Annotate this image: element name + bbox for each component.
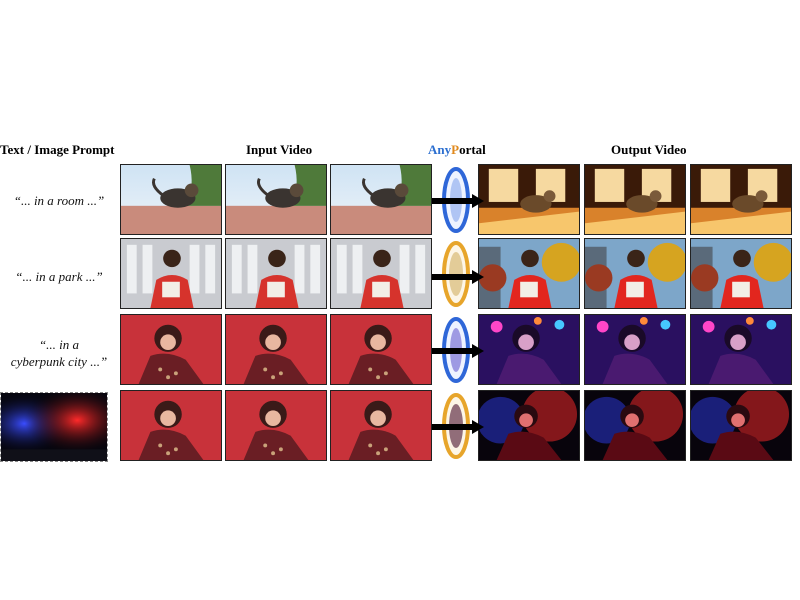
frame-woman-cyberpunk-out	[690, 314, 792, 385]
prompt-room: “... in a room ...”	[13, 193, 105, 208]
prompt-cyberpunk: “... in a cyberpunk city ...”	[0, 336, 118, 370]
frame-cat-in	[120, 164, 222, 235]
frame-cat-in	[330, 164, 432, 235]
frame-cat-out	[478, 164, 580, 235]
frame-woman-red-in	[120, 314, 222, 385]
image-prompt-stage-lights	[0, 392, 108, 462]
arrow-right-icon	[432, 344, 484, 358]
prompt-cyberpunk-line1: “... in a	[38, 337, 80, 352]
brand-rest: ortal	[459, 142, 486, 157]
frame-cat-out	[584, 164, 686, 235]
frame-woman-stage-out	[478, 390, 580, 461]
frame-woman-park-out	[478, 238, 580, 309]
prompt-park: “... in a park ...”	[15, 269, 103, 284]
frame-woman-red-in	[120, 390, 222, 461]
frame-cat-in	[225, 164, 327, 235]
header-output-video: Output Video	[611, 142, 687, 157]
frame-woman-red-in	[330, 390, 432, 461]
frame-woman-park-out	[690, 238, 792, 309]
frame-woman-stage-out	[690, 390, 792, 461]
header-anyportal: AnyPortal	[428, 142, 486, 158]
frame-cat-out	[690, 164, 792, 235]
frame-woman-park-out	[584, 238, 686, 309]
header-input-video: Input Video	[246, 142, 313, 157]
frame-woman-cyberpunk-out	[478, 314, 580, 385]
frame-woman-red-in	[330, 314, 432, 385]
frame-woman-red-in	[225, 314, 327, 385]
brand-p: P	[451, 142, 460, 157]
brand-any: Any	[428, 142, 452, 157]
frame-woman-red-in	[225, 390, 327, 461]
arrow-right-icon	[432, 194, 484, 208]
frame-woman-in	[120, 238, 222, 309]
frame-woman-in	[330, 238, 432, 309]
frame-woman-cyberpunk-out	[584, 314, 686, 385]
arrow-right-icon	[432, 420, 484, 434]
prompt-cyberpunk-line2: cyberpunk city ...”	[10, 354, 108, 369]
header-prompt: Text / Image Prompt	[0, 142, 115, 157]
frame-woman-in	[225, 238, 327, 309]
frame-woman-stage-out	[584, 390, 686, 461]
arrow-right-icon	[432, 270, 484, 284]
